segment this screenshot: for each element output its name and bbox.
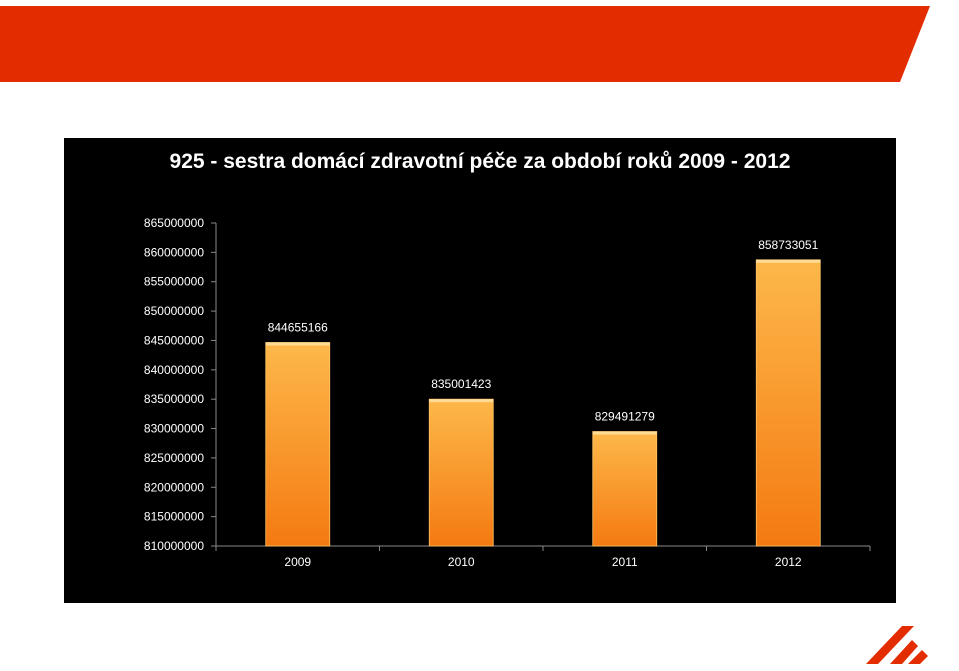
chart-title: 925 - sestra domácí zdravotní péče za ob… [169, 150, 791, 173]
bar-2011 [592, 431, 658, 547]
data-label-2009: 844655166 [268, 320, 328, 334]
y-tick-label: 820000000 [144, 480, 204, 494]
x-tick-label-2010: 2010 [448, 555, 475, 569]
data-label-2012: 858733051 [758, 238, 818, 252]
bar-highlight-2010 [429, 399, 494, 403]
chart-axes: 810000000 815000000 820000000 825000000 8300… [144, 216, 871, 553]
bar-chart: 810000000 815000000 820000000 825000000 8300… [144, 216, 871, 569]
y-tick-label: 825000000 [144, 451, 204, 465]
bar-highlight-2009 [265, 342, 330, 346]
chart-bars [265, 259, 821, 547]
x-tick-label-2011: 2011 [612, 555, 638, 569]
chart-panel: 925 - sestra domácí zdravotní péče za ob… [64, 138, 896, 603]
y-tick-label: 835000000 [144, 392, 204, 406]
logo-triangle [866, 626, 914, 664]
data-label-2011: 829491279 [595, 410, 655, 424]
header-banner [0, 6, 930, 82]
x-tick-label-2009: 2009 [284, 555, 311, 569]
banner-shape [0, 6, 930, 82]
bar-2012 [755, 259, 821, 547]
logo-stripe-2 [908, 650, 928, 664]
chart-labels: 844655166 2009 835001423 2010 829491279 2011 8… [268, 238, 819, 569]
y-tick-label: 840000000 [144, 363, 204, 377]
x-tick-label-2012: 2012 [775, 555, 802, 569]
y-tick-label: 865000000 [144, 216, 204, 230]
y-tick-label: 810000000 [144, 539, 204, 553]
bar-highlight-2012 [756, 259, 821, 263]
y-tick-label: 855000000 [144, 275, 204, 289]
y-tick-label: 850000000 [144, 304, 204, 318]
y-tick-label: 815000000 [144, 510, 204, 524]
bar-2009 [265, 342, 331, 547]
y-tick-label: 860000000 [144, 245, 204, 259]
y-tick-label: 830000000 [144, 422, 204, 436]
bar-highlight-2011 [592, 431, 657, 435]
data-label-2010: 835001423 [431, 377, 491, 391]
logo-stripe-1 [890, 640, 918, 664]
brand-logo-icon [866, 626, 928, 664]
y-tick-label: 845000000 [144, 333, 204, 347]
bar-2010 [428, 398, 494, 547]
